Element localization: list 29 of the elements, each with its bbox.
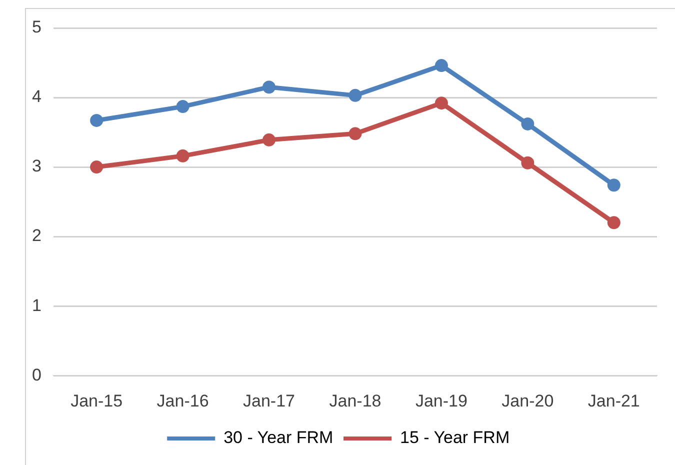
x-tick-label: Jan-19 xyxy=(415,391,468,410)
y-tick-label: 1 xyxy=(32,296,42,315)
y-tick-label: 2 xyxy=(32,226,42,246)
legend-label: 15 - Year FRM xyxy=(400,428,510,448)
x-tick-label: Jan-20 xyxy=(502,391,554,410)
x-tick-label: Jan-15 xyxy=(70,391,123,410)
legend-label: 30 - Year FRM xyxy=(224,428,334,448)
point xyxy=(607,216,620,230)
point xyxy=(90,160,104,174)
point xyxy=(262,80,276,94)
point xyxy=(348,88,362,102)
point xyxy=(521,156,534,170)
x-tick-label: Jan-17 xyxy=(243,391,295,410)
x-tick-label: Jan-18 xyxy=(329,391,382,410)
point xyxy=(176,100,190,114)
point xyxy=(90,114,104,127)
y-tick-label: 5 xyxy=(32,18,42,37)
x-tick-label: Jan-16 xyxy=(156,391,209,410)
point xyxy=(348,127,362,140)
point xyxy=(521,117,534,130)
x-tick-label: Jan-21 xyxy=(588,391,640,410)
y-tick-label: 4 xyxy=(32,87,42,106)
y-tick-label: 3 xyxy=(32,156,42,176)
y-tick-label: 0 xyxy=(32,365,42,384)
point xyxy=(434,59,448,72)
point xyxy=(262,133,276,146)
point xyxy=(176,149,190,162)
point xyxy=(434,96,448,110)
point xyxy=(607,178,620,192)
